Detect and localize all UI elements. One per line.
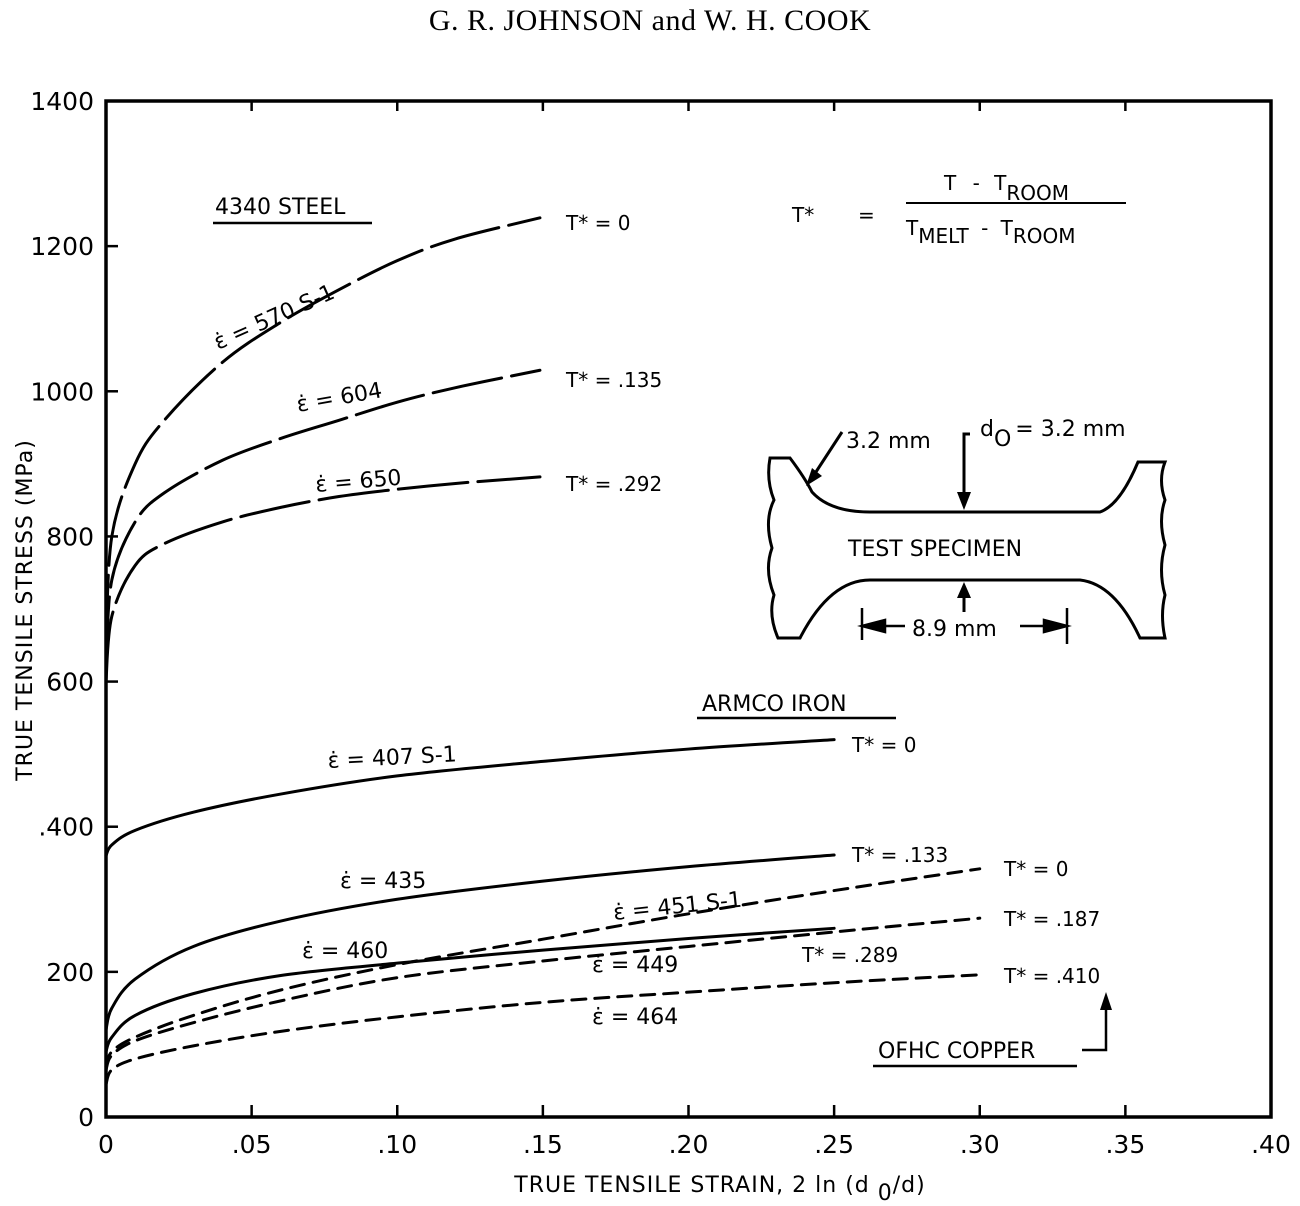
copper-rate-label-2: ε̇ = 449	[592, 953, 678, 978]
diameter-d: d	[980, 417, 994, 442]
iron-rate-label-1: ε̇ = 407 S-1	[327, 742, 457, 774]
x-axis-title-sub: 0	[878, 1181, 893, 1206]
iron-temp-label-1: T* = 0	[851, 733, 916, 757]
x-tick-label: .20	[669, 1130, 709, 1159]
diameter-top-arrowhead-icon	[957, 492, 971, 510]
iron-temp-label-2: T* = .133	[851, 843, 948, 867]
specimen-title: TEST SPECIMEN	[847, 537, 1022, 562]
den-a: T	[905, 216, 919, 240]
specimen-outline	[767, 456, 1168, 640]
curve-armco-iron-2	[104, 926, 836, 1054]
diameter-value: = 3.2 mm	[1015, 417, 1125, 442]
copper-temp-label-3: T* = .410	[1003, 964, 1100, 988]
curve-4340-steel-1	[104, 368, 542, 669]
copper-material-label: OFHC COPPER	[878, 1039, 1035, 1064]
x-axis-title-main: TRUE TENSILE STRAIN, 2 ln (d	[513, 1173, 870, 1198]
x-tick-label: .35	[1105, 1130, 1145, 1159]
steel-temp-label-2: T* = .135	[565, 368, 662, 392]
curve-4340-steel-0	[104, 216, 542, 647]
curve-armco-iron-0	[104, 738, 836, 858]
radius-arrowhead-icon	[806, 468, 822, 486]
steel-temp-label-1: T* = 0	[565, 211, 630, 235]
page-header-authors: G. R. JOHNSON and W. H. COOK	[428, 4, 872, 37]
y-tick-label: .400	[38, 813, 94, 842]
iron-material-label: ARMCO IRON	[702, 692, 847, 717]
data-curves	[104, 216, 982, 1086]
copper-temp-label-2: T* = .187	[1003, 907, 1100, 931]
curve-ofhc-copper-2	[104, 973, 982, 1086]
y-axis-title: TRUE TENSILE STRESS (MPa)	[13, 439, 38, 782]
steel-rate-label-3: ε̇ = 650	[314, 466, 402, 498]
steel-temp-label-3: T* = .292	[565, 472, 662, 496]
den-b-sub: ROOM	[1013, 224, 1076, 248]
copper-arrowhead-icon	[1100, 992, 1112, 1010]
y-tick-label: 200	[46, 958, 94, 987]
num-a: T	[943, 171, 957, 195]
y-tick-label: 0	[78, 1103, 94, 1132]
den-b: T	[1000, 216, 1014, 240]
formula-numerator: T - TROOM	[943, 171, 1069, 205]
radius-arrow-icon	[810, 431, 844, 479]
gauge-left-arrow-icon	[857, 618, 905, 634]
y-tick-label: 800	[46, 522, 94, 551]
t-star-formula: T* = T - TROOM TMELT - TROOM	[791, 171, 1126, 248]
y-tick-label: 1000	[30, 377, 94, 406]
den-a-sub: MELT	[918, 224, 969, 248]
test-specimen-diagram: TEST SPECIMEN 3.2 mm dO = 3.2 mm 8.9 mm	[767, 417, 1168, 644]
steel-rate-label-1: ε̇ = 570 S-1	[210, 280, 338, 355]
curve-armco-iron-1	[104, 853, 836, 1032]
gauge-length-label: 8.9 mm	[912, 617, 997, 642]
specimen-diameter-label: dO = 3.2 mm	[980, 417, 1126, 452]
steel-rate-label-2: ε̇ = 604	[295, 378, 384, 418]
x-tick-label: .10	[377, 1130, 417, 1159]
x-tick-label: .15	[523, 1130, 563, 1159]
gauge-right-arrow-icon	[1020, 618, 1072, 634]
num-op: -	[973, 171, 980, 195]
iron-rate-label-3: ε̇ = 460	[302, 939, 388, 964]
num-b: T	[993, 171, 1007, 195]
x-tick-label: 0	[98, 1130, 114, 1159]
formula-denominator: TMELT - TROOM	[905, 216, 1076, 248]
copper-temp-label-1: T* = 0	[1003, 857, 1068, 881]
x-tick-label: .25	[814, 1130, 854, 1159]
steel-material-label: 4340 STEEL	[215, 195, 346, 220]
y-tick-label: 1200	[30, 232, 94, 261]
copper-rate-label-1: ε̇ = 451 S-1	[612, 888, 743, 926]
curve-4340-steel-2	[104, 475, 542, 684]
iron-temp-label-3: T* = .289	[801, 943, 898, 967]
num-b-sub: ROOM	[1006, 181, 1069, 205]
formula-eq: =	[858, 203, 875, 227]
diameter-top-arrow-icon	[962, 432, 970, 500]
copper-rate-label-3: ε̇ = 464	[592, 1005, 678, 1030]
copper-pointer-arrow-icon	[1082, 1005, 1108, 1052]
x-axis-title: TRUE TENSILE STRAIN, 2 ln (d 0/d)	[513, 1173, 925, 1206]
iron-rate-label-2: ε̇ = 435	[340, 869, 426, 894]
diameter-sub: O	[994, 427, 1011, 452]
x-tick-label: .30	[960, 1130, 1000, 1159]
specimen-radius-label: 3.2 mm	[846, 429, 931, 454]
diameter-bottom-arrowhead-icon	[957, 582, 971, 598]
x-tick-label: .40	[1251, 1130, 1291, 1159]
axis-ticks: 0.05.10.15.20.25.30.35.400200.4006008001…	[30, 87, 1291, 1159]
curve-ofhc-copper-1	[104, 916, 982, 1072]
y-tick-label: 1400	[30, 87, 94, 116]
den-op: -	[981, 216, 988, 240]
formula-lhs: T*	[791, 203, 814, 227]
x-axis-title-rest: /d)	[893, 1173, 926, 1198]
y-tick-label: 600	[46, 668, 94, 697]
curve-ofhc-copper-0	[104, 867, 982, 1068]
x-tick-label: .05	[232, 1130, 272, 1159]
